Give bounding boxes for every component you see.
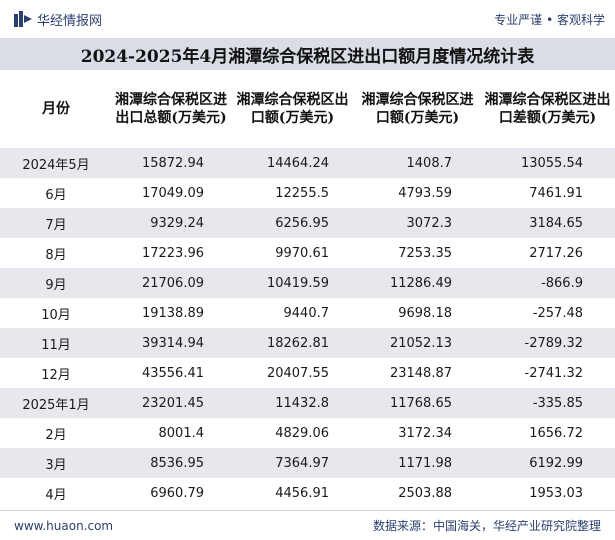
cell-export: 20407.55 (266, 365, 329, 381)
table-body: 2024年5月 15872.94 14464.24 1408.7 13055.54 6月 1… (0, 148, 615, 508)
brand-logo-icon (14, 11, 32, 27)
column-header-month: 月份 (42, 101, 70, 117)
cell-export: 18262.81 (266, 335, 329, 351)
cell-total: 15872.94 (141, 155, 204, 171)
cell-balance: 1953.03 (529, 485, 583, 501)
cell-export: 9440.7 (283, 305, 330, 321)
cell-month: 2024年5月 (22, 157, 90, 173)
cell-balance: 6192.99 (529, 455, 583, 471)
cell-balance: -335.85 (532, 395, 583, 411)
cell-import: 4793.59 (398, 185, 452, 201)
table-row: 2025年1月 23201.45 11432.8 11768.65 -335.85 (0, 388, 615, 418)
page-title: 2024-2025年4月湘潭综合保税区进出口额月度情况统计表 (80, 46, 535, 67)
table-row: 12月 43556.41 20407.55 23148.87 -2741.32 (0, 358, 615, 388)
cell-import: 1171.98 (398, 455, 452, 471)
cell-import: 9698.18 (398, 305, 452, 321)
cell-total: 17049.09 (141, 185, 204, 201)
footer: www.huaon.com 数据来源：中国海关，华经产业研究院整理 (0, 510, 615, 540)
cell-balance: -866.9 (541, 275, 583, 291)
cell-import: 3172.34 (398, 425, 452, 441)
table-row: 2月 8001.4 4829.06 3172.34 1656.72 (0, 418, 615, 448)
cell-month: 2月 (45, 427, 67, 443)
cell-balance: -2789.32 (524, 335, 583, 351)
table-row: 6月 17049.09 12255.5 4793.59 7461.91 (0, 178, 615, 208)
table-row: 7月 9329.24 6256.95 3072.3 3184.65 (0, 208, 615, 238)
cell-export: 4829.06 (275, 425, 329, 441)
cell-total: 8001.4 (158, 425, 205, 441)
column-header-balance: 湘潭综合保税区进出口差额(万美元) (484, 92, 611, 126)
top-bar: 华经情报网 专业严谨 • 客观科学 (0, 0, 615, 38)
cell-total: 9329.24 (150, 215, 204, 231)
cell-import: 21052.13 (389, 335, 452, 351)
column-header-export: 湘潭综合保税区出口额(万美元) (236, 92, 349, 126)
title-bar: 2024-2025年4月湘潭综合保税区进出口额月度情况统计表 (0, 38, 615, 70)
cell-total: 17223.96 (141, 245, 204, 261)
cell-export: 4456.91 (275, 485, 329, 501)
cell-month: 7月 (45, 217, 67, 233)
cell-month: 6月 (45, 187, 67, 203)
cell-export: 11432.8 (275, 395, 329, 411)
cell-balance: 1656.72 (529, 425, 583, 441)
cell-balance: 3184.65 (529, 215, 583, 231)
cell-month: 11月 (41, 337, 71, 353)
data-table: 月份 湘潭综合保税区进出口总额(万美元) 湘潭综合保税区出口额(万美元) 湘潭综… (0, 70, 615, 508)
cell-month: 12月 (41, 367, 71, 383)
cell-month: 4月 (45, 487, 67, 503)
cell-total: 43556.41 (141, 365, 204, 381)
cell-total: 21706.09 (141, 275, 204, 291)
column-header-total: 湘潭综合保税区进出口总额(万美元) (115, 92, 227, 126)
cell-import: 2503.88 (398, 485, 452, 501)
table-row: 2024年5月 15872.94 14464.24 1408.7 13055.54 (0, 148, 615, 178)
data-source: 数据来源：中国海关，华经产业研究院整理 (372, 519, 601, 533)
site-url[interactable]: www.huaon.com (14, 518, 114, 533)
cell-month: 10月 (41, 307, 71, 323)
table-row: 9月 21706.09 10419.59 11286.49 -866.9 (0, 268, 615, 298)
table-row: 8月 17223.96 9970.61 7253.35 2717.26 (0, 238, 615, 268)
cell-total: 19138.89 (141, 305, 204, 321)
cell-export: 9970.61 (275, 245, 329, 261)
table-header: 月份 湘潭综合保税区进出口总额(万美元) 湘潭综合保税区出口额(万美元) 湘潭综… (0, 70, 615, 148)
cell-month: 3月 (45, 457, 67, 473)
cell-total: 8536.95 (150, 455, 204, 471)
cell-balance: -2741.32 (524, 365, 583, 381)
cell-import: 23148.87 (389, 365, 452, 381)
cell-total: 23201.45 (141, 395, 204, 411)
cell-balance: 2717.26 (529, 245, 583, 261)
table-row: 10月 19138.89 9440.7 9698.18 -257.48 (0, 298, 615, 328)
slogan: 专业严谨 • 客观科学 (494, 12, 605, 27)
cell-month: 2025年1月 (22, 397, 90, 413)
cell-export: 10419.59 (266, 275, 329, 291)
cell-balance: 7461.91 (529, 185, 583, 201)
cell-export: 7364.97 (275, 455, 329, 471)
cell-import: 7253.35 (398, 245, 452, 261)
column-header-import: 湘潭综合保税区进口额(万美元) (361, 92, 474, 126)
cell-balance: -257.48 (532, 305, 583, 321)
table-row: 3月 8536.95 7364.97 1171.98 6192.99 (0, 448, 615, 478)
table-row: 11月 39314.94 18262.81 21052.13 -2789.32 (0, 328, 615, 358)
cell-balance: 13055.54 (520, 155, 583, 171)
cell-month: 8月 (45, 247, 67, 263)
cell-import: 11286.49 (389, 275, 452, 291)
cell-import: 11768.65 (389, 395, 452, 411)
cell-total: 6960.79 (150, 485, 204, 501)
cell-export: 14464.24 (266, 155, 329, 171)
cell-import: 3072.3 (406, 215, 453, 231)
brand[interactable]: 华经情报网 (14, 10, 102, 29)
cell-import: 1408.7 (406, 155, 453, 171)
cell-export: 6256.95 (275, 215, 329, 231)
cell-month: 9月 (45, 277, 67, 293)
cell-export: 12255.5 (275, 185, 329, 201)
table-row: 4月 6960.79 4456.91 2503.88 1953.03 (0, 478, 615, 508)
cell-total: 39314.94 (141, 335, 204, 351)
brand-name: 华经情报网 (37, 13, 103, 29)
